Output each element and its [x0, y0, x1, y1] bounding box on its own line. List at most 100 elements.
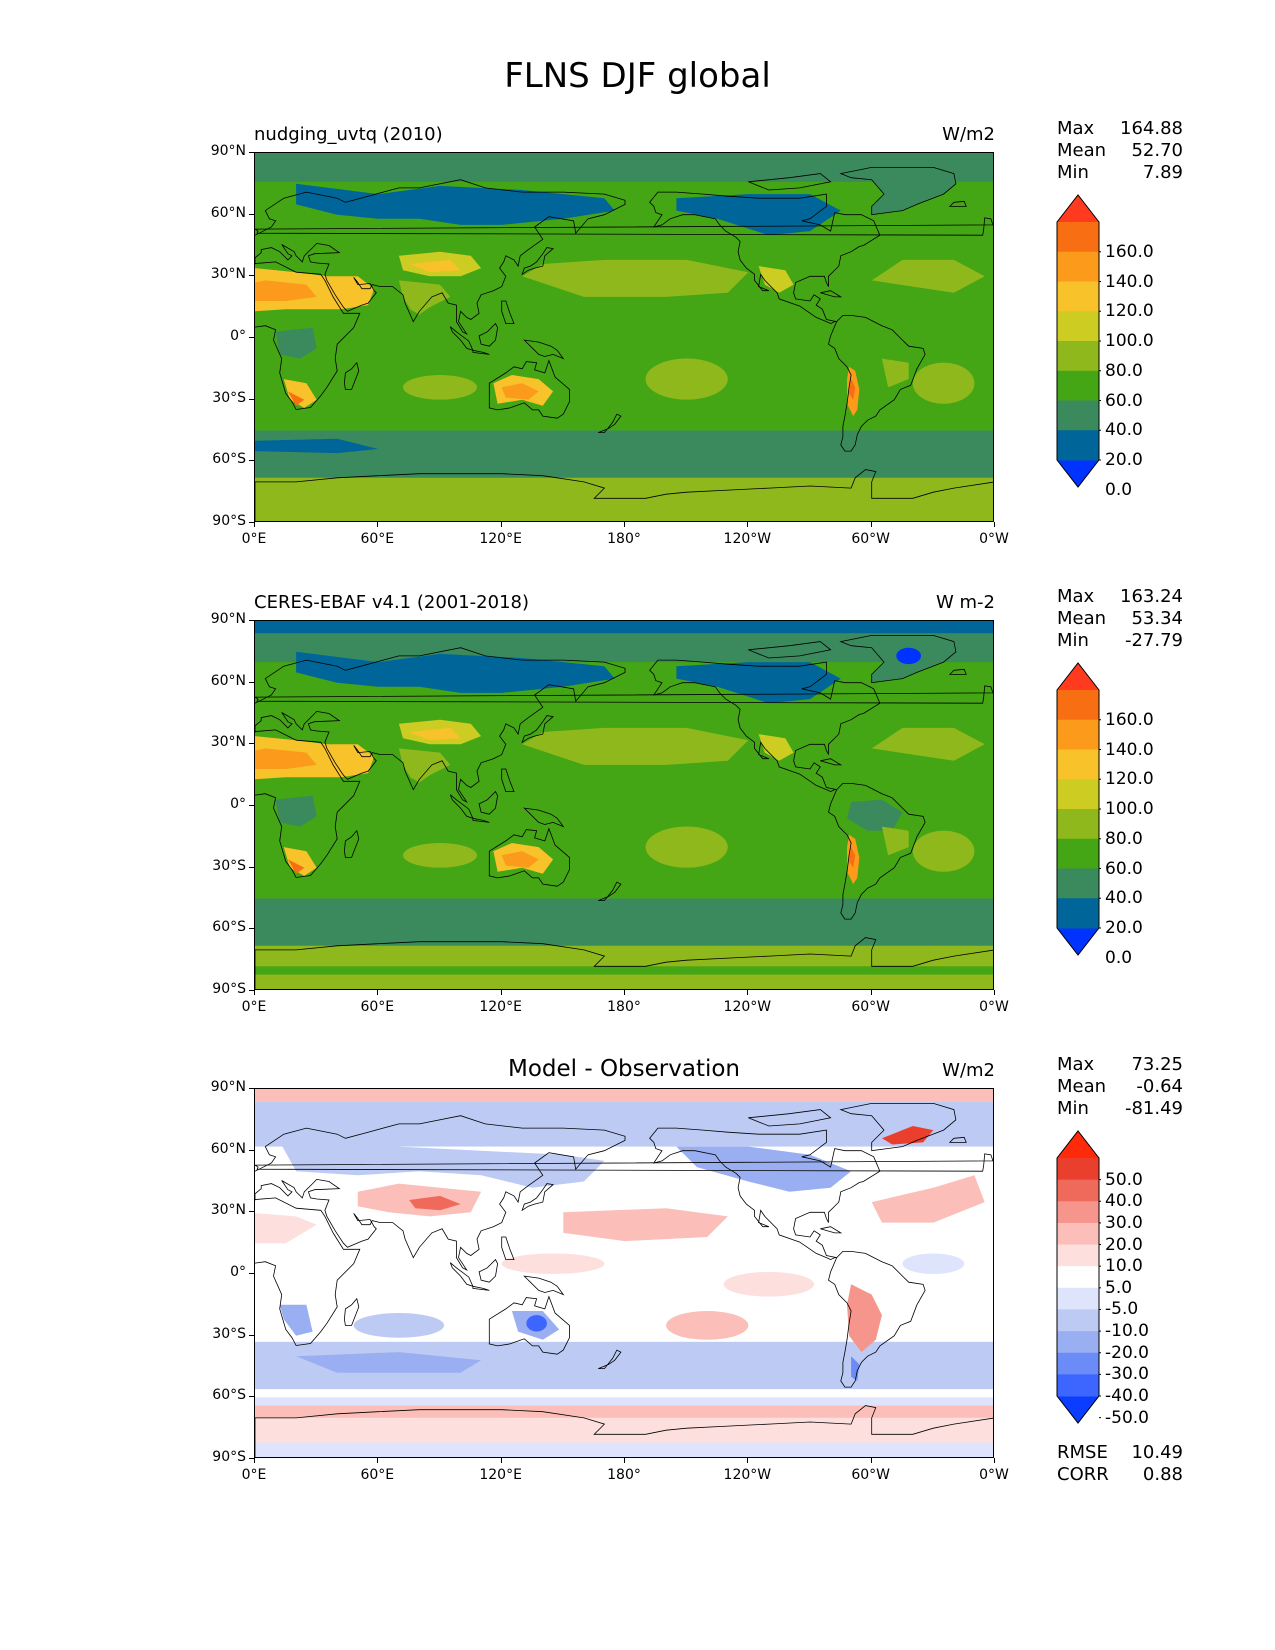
lat-tick-label: 90°S: [212, 981, 246, 997]
colorbar-tick-label: 20.0: [1105, 1234, 1143, 1255]
coastline-java: [472, 1285, 490, 1291]
colorbar-tick-label: 5.0: [1105, 1277, 1133, 1298]
panel-units: W/m2: [942, 1060, 995, 1081]
lat-tick-label: 30°S: [212, 389, 246, 406]
lat-tick-label: 30°N: [210, 734, 246, 751]
field-region-atacama: [849, 847, 856, 868]
coastline-sumatra: [449, 794, 474, 819]
lat-tick-label: 60°N: [210, 1140, 246, 1157]
field-band-southern-ocean: [255, 898, 993, 946]
colorbar-tick-label: 20.0: [1105, 450, 1143, 470]
panel-title-center: Model - Observation: [507, 1056, 741, 1082]
lat-tick-mark: [249, 398, 254, 400]
field-region-sahara-pos: [255, 1213, 317, 1244]
field-region-mexico: [758, 266, 794, 293]
field-region-amazon: [847, 331, 903, 363]
colorbar-segment: [1057, 1179, 1099, 1202]
lon-tick-mark: [994, 990, 995, 995]
field-region-tibet: [409, 259, 461, 273]
coastline-madagascar: [343, 1297, 360, 1326]
colorbar-segment: [1057, 1158, 1099, 1181]
field-region-brazil-highlands: [881, 826, 909, 856]
colorbar-tick-label: 30.0: [1105, 1212, 1143, 1233]
lat-tick-label: 90°N: [210, 143, 246, 159]
coastline-sumatra: [449, 326, 474, 351]
lat-tick-mark: [249, 620, 254, 621]
stat-max: Max 164.88: [1057, 118, 1183, 139]
field-region-natl-high: [871, 727, 985, 761]
lat-tick-label: 90°N: [210, 1079, 246, 1095]
colorbar-extend-max: [1057, 1131, 1099, 1158]
field-region-npac-high: [522, 259, 749, 297]
lat-tick-mark: [249, 1458, 254, 1459]
lon-tick-label: 120°W: [723, 999, 772, 1015]
lat-tick-mark: [249, 1149, 254, 1151]
lon-tick-label: 180°: [607, 1467, 641, 1483]
colorbar-extend-max: [1057, 195, 1099, 222]
panel-title-left: nudging_uvtq (2010): [254, 124, 443, 145]
coastline-southamerica: [828, 1250, 926, 1388]
colorbar-segment: [1057, 400, 1099, 431]
colorbar-segment: [1057, 281, 1099, 312]
coastline-uk: [255, 685, 993, 704]
stats-rmse-corr: RMSE 10.49 CORR 0.88: [1057, 1442, 1183, 1486]
colorbar-obs: [1055, 662, 1103, 960]
colorbar-segment: [1057, 222, 1099, 253]
colorbar-segment: [1057, 719, 1099, 750]
colorbar-tick-label: 120.0: [1105, 301, 1154, 322]
lon-tick-label: 60°W: [851, 1467, 890, 1483]
coastline-borneo: [478, 1258, 499, 1283]
field-band-southern-ocean: [255, 430, 993, 478]
lon-tick-label: 60°E: [360, 531, 395, 547]
lon-tick-mark: [870, 522, 872, 527]
coastline-australia: [488, 359, 570, 419]
colorbar-tick-label: -30.0: [1105, 1364, 1149, 1385]
lon-tick-label: 60°E: [360, 999, 395, 1015]
lat-tick-label: 0°: [230, 1264, 246, 1280]
coastline-uk: [255, 217, 993, 236]
field-band-antarctic-coast: [255, 1405, 993, 1418]
lon-tick-label: 120°W: [723, 1467, 772, 1483]
coastline-arctic_isles: [748, 173, 832, 191]
stat-min: Min -81.49: [1057, 1098, 1183, 1119]
field-region-indian-high: [403, 843, 477, 868]
colorbar-tick-label: 60.0: [1105, 390, 1143, 411]
lat-tick-mark: [249, 990, 254, 991]
lat-tick-mark: [249, 866, 254, 868]
colorbar-tick-label: -40.0: [1105, 1386, 1149, 1406]
map-obs: [254, 620, 994, 990]
coastline-iceland: [948, 200, 967, 207]
coastline-greenland: [839, 634, 957, 684]
stat-max: Max 73.25: [1057, 1054, 1183, 1075]
colorbar-extend-max: [1057, 663, 1099, 690]
panel-model: nudging_uvtq (2010) W/m2 Max 164.88 Mean 5…: [0, 118, 1275, 588]
panel-diff: Model - Observation W/m2 Max 73.25 Mean -0…: [0, 1054, 1275, 1524]
coastline-southamerica: [828, 782, 926, 920]
lat-tick-mark: [249, 1088, 254, 1089]
field-region-npac-high: [522, 727, 749, 765]
lon-tick-label: 180°: [607, 999, 641, 1015]
field-band-arctic: [255, 1101, 993, 1147]
field-region-congo: [275, 327, 317, 359]
field-region-atl-neg: [902, 1253, 965, 1274]
lat-tick-mark: [249, 1396, 254, 1398]
lon-tick-mark: [500, 522, 502, 527]
lat-tick-mark: [249, 152, 254, 153]
coastlines: [255, 166, 993, 521]
lat-tick-label: 30°N: [210, 266, 246, 283]
coastline-africa: [255, 729, 361, 878]
field-region-australia-min: [526, 1315, 547, 1332]
coastline-java: [472, 817, 490, 823]
lat-tick-mark: [249, 275, 254, 277]
field-region-eurasia-neg: [275, 1134, 605, 1188]
coastline-japan: [521, 247, 555, 276]
colorbar-tick-label: 20.0: [1105, 918, 1143, 938]
coastline-northamerica: [649, 659, 881, 793]
lon-tick-mark: [377, 990, 379, 995]
map-model: [254, 152, 994, 522]
field-region-namib: [287, 859, 305, 874]
colorbar-tick-label: 60.0: [1105, 858, 1143, 879]
lon-tick-label: 60°E: [360, 1467, 395, 1483]
lon-tick-mark: [994, 522, 995, 527]
field-region-samerica-pos: [847, 1284, 882, 1353]
